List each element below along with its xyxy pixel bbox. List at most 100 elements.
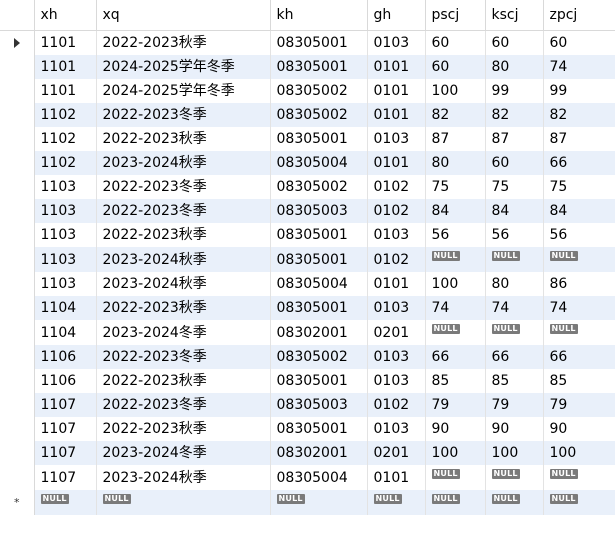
row-indicator[interactable]	[0, 79, 35, 103]
row-indicator[interactable]	[0, 223, 35, 247]
cell-kh[interactable]: 08305001	[270, 247, 368, 272]
cell-kh[interactable]: 08305002	[270, 345, 368, 369]
cell-gh[interactable]: 0101	[367, 79, 426, 103]
cell-kscj[interactable]: 66	[485, 345, 544, 369]
cell-pscj[interactable]: 90	[425, 417, 486, 441]
cell-pscj[interactable]: NULL	[425, 247, 486, 272]
cell-gh[interactable]: 0102	[367, 199, 426, 223]
cell-xq[interactable]: 2023-2024秋季	[96, 272, 271, 296]
column-header-gh[interactable]: gh	[367, 0, 426, 31]
cell-gh[interactable]: NULL	[367, 490, 426, 515]
cell-kh[interactable]: 08305001	[270, 369, 368, 393]
cell-kscj[interactable]: 75	[485, 175, 544, 199]
cell-xq[interactable]: 2022-2023秋季	[96, 296, 271, 320]
cell-kh[interactable]: 08305001	[270, 223, 368, 247]
row-indicator[interactable]: *	[0, 490, 35, 515]
cell-kscj[interactable]: 84	[485, 199, 544, 223]
cell-xq[interactable]: 2023-2024冬季	[96, 441, 271, 465]
cell-gh[interactable]: 0103	[367, 296, 426, 320]
table-row[interactable]: 1107 2022-2023冬季 08305003 0102 79 79 79	[0, 393, 615, 417]
table-row[interactable]: 1103 2023-2024秋季 08305004 0101 100 80 86	[0, 272, 615, 296]
cell-xh[interactable]: 1104	[34, 296, 97, 320]
cell-zpcj[interactable]: 75	[543, 175, 615, 199]
table-row[interactable]: 1103 2022-2023秋季 08305001 0103 56 56 56	[0, 223, 615, 247]
cell-pscj[interactable]: 74	[425, 296, 486, 320]
cell-kh[interactable]: 08305004	[270, 151, 368, 175]
cell-zpcj[interactable]: 60	[543, 30, 615, 55]
cell-kh[interactable]: 08305001	[270, 417, 368, 441]
cell-gh[interactable]: 0101	[367, 465, 426, 490]
table-row[interactable]: 1103 2022-2023冬季 08305003 0102 84 84 84	[0, 199, 615, 223]
new-row[interactable]: * NULL NULL NULL NULL NULL NULL NULL	[0, 490, 615, 515]
cell-xq[interactable]: 2022-2023秋季	[96, 127, 271, 151]
cell-zpcj[interactable]: 87	[543, 127, 615, 151]
cell-gh[interactable]: 0103	[367, 369, 426, 393]
cell-xh[interactable]: 1102	[34, 103, 97, 127]
cell-kscj[interactable]: 56	[485, 223, 544, 247]
cell-zpcj[interactable]: NULL	[543, 490, 615, 515]
cell-zpcj[interactable]: NULL	[543, 465, 615, 490]
cell-pscj[interactable]: 80	[425, 151, 486, 175]
cell-xh[interactable]: 1104	[34, 320, 97, 345]
table-row[interactable]: 1107 2023-2024秋季 08305004 0101 NULL NULL NULL	[0, 465, 615, 490]
cell-pscj[interactable]: 84	[425, 199, 486, 223]
cell-kh[interactable]: 08305002	[270, 175, 368, 199]
table-row[interactable]: 1103 2023-2024秋季 08305001 0102 NULL NULL NULL	[0, 247, 615, 272]
cell-xh[interactable]: NULL	[34, 490, 97, 515]
cell-pscj[interactable]: 100	[425, 441, 486, 465]
cell-xh[interactable]: 1106	[34, 369, 97, 393]
cell-zpcj[interactable]: 99	[543, 79, 615, 103]
cell-xh[interactable]: 1103	[34, 199, 97, 223]
cell-kscj[interactable]: 99	[485, 79, 544, 103]
cell-pscj[interactable]: NULL	[425, 320, 486, 345]
table-row[interactable]: 1102 2023-2024秋季 08305004 0101 80 60 66	[0, 151, 615, 175]
cell-xh[interactable]: 1103	[34, 272, 97, 296]
cell-xq[interactable]: 2024-2025学年冬季	[96, 79, 271, 103]
cell-kh[interactable]: 08305004	[270, 272, 368, 296]
row-indicator[interactable]	[0, 103, 35, 127]
cell-xh[interactable]: 1103	[34, 223, 97, 247]
cell-pscj[interactable]: 60	[425, 55, 486, 79]
cell-xq[interactable]: 2023-2024秋季	[96, 247, 271, 272]
cell-kh[interactable]: NULL	[270, 490, 368, 515]
cell-xq[interactable]: 2022-2023秋季	[96, 223, 271, 247]
table-row[interactable]: 1107 2022-2023秋季 08305001 0103 90 90 90	[0, 417, 615, 441]
cell-pscj[interactable]: 75	[425, 175, 486, 199]
cell-xh[interactable]: 1103	[34, 247, 97, 272]
cell-kscj[interactable]: 100	[485, 441, 544, 465]
cell-xh[interactable]: 1102	[34, 127, 97, 151]
cell-pscj[interactable]: 79	[425, 393, 486, 417]
cell-kscj[interactable]: NULL	[485, 320, 544, 345]
row-indicator[interactable]	[0, 320, 35, 345]
cell-kh[interactable]: 08305003	[270, 393, 368, 417]
cell-gh[interactable]: 0201	[367, 441, 426, 465]
cell-xq[interactable]: 2022-2023秋季	[96, 369, 271, 393]
column-header-zpcj[interactable]: zpcj	[543, 0, 615, 31]
cell-pscj[interactable]: 60	[425, 30, 486, 55]
cell-zpcj[interactable]: 85	[543, 369, 615, 393]
cell-xq[interactable]: 2024-2025学年冬季	[96, 55, 271, 79]
table-row[interactable]: 1102 2022-2023秋季 08305001 0103 87 87 87	[0, 127, 615, 151]
cell-kh[interactable]: 08305001	[270, 55, 368, 79]
cell-kscj[interactable]: 85	[485, 369, 544, 393]
column-header-kscj[interactable]: kscj	[485, 0, 544, 31]
row-indicator[interactable]	[0, 393, 35, 417]
cell-pscj[interactable]: 100	[425, 272, 486, 296]
cell-xh[interactable]: 1107	[34, 465, 97, 490]
cell-kscj[interactable]: 79	[485, 393, 544, 417]
cell-xh[interactable]: 1101	[34, 30, 97, 55]
table-row[interactable]: 1106 2022-2023冬季 08305002 0103 66 66 66	[0, 345, 615, 369]
row-indicator[interactable]	[0, 441, 35, 465]
cell-kscj[interactable]: 90	[485, 417, 544, 441]
row-indicator[interactable]	[0, 175, 35, 199]
cell-xh[interactable]: 1106	[34, 345, 97, 369]
column-header-kh[interactable]: kh	[270, 0, 368, 31]
cell-xq[interactable]: 2022-2023冬季	[96, 393, 271, 417]
row-indicator[interactable]	[0, 272, 35, 296]
cell-xq[interactable]: 2022-2023冬季	[96, 345, 271, 369]
cell-xq[interactable]: 2023-2024秋季	[96, 465, 271, 490]
cell-gh[interactable]: 0103	[367, 417, 426, 441]
row-indicator[interactable]	[0, 127, 35, 151]
cell-kh[interactable]: 08302001	[270, 320, 368, 345]
cell-kscj[interactable]: NULL	[485, 247, 544, 272]
